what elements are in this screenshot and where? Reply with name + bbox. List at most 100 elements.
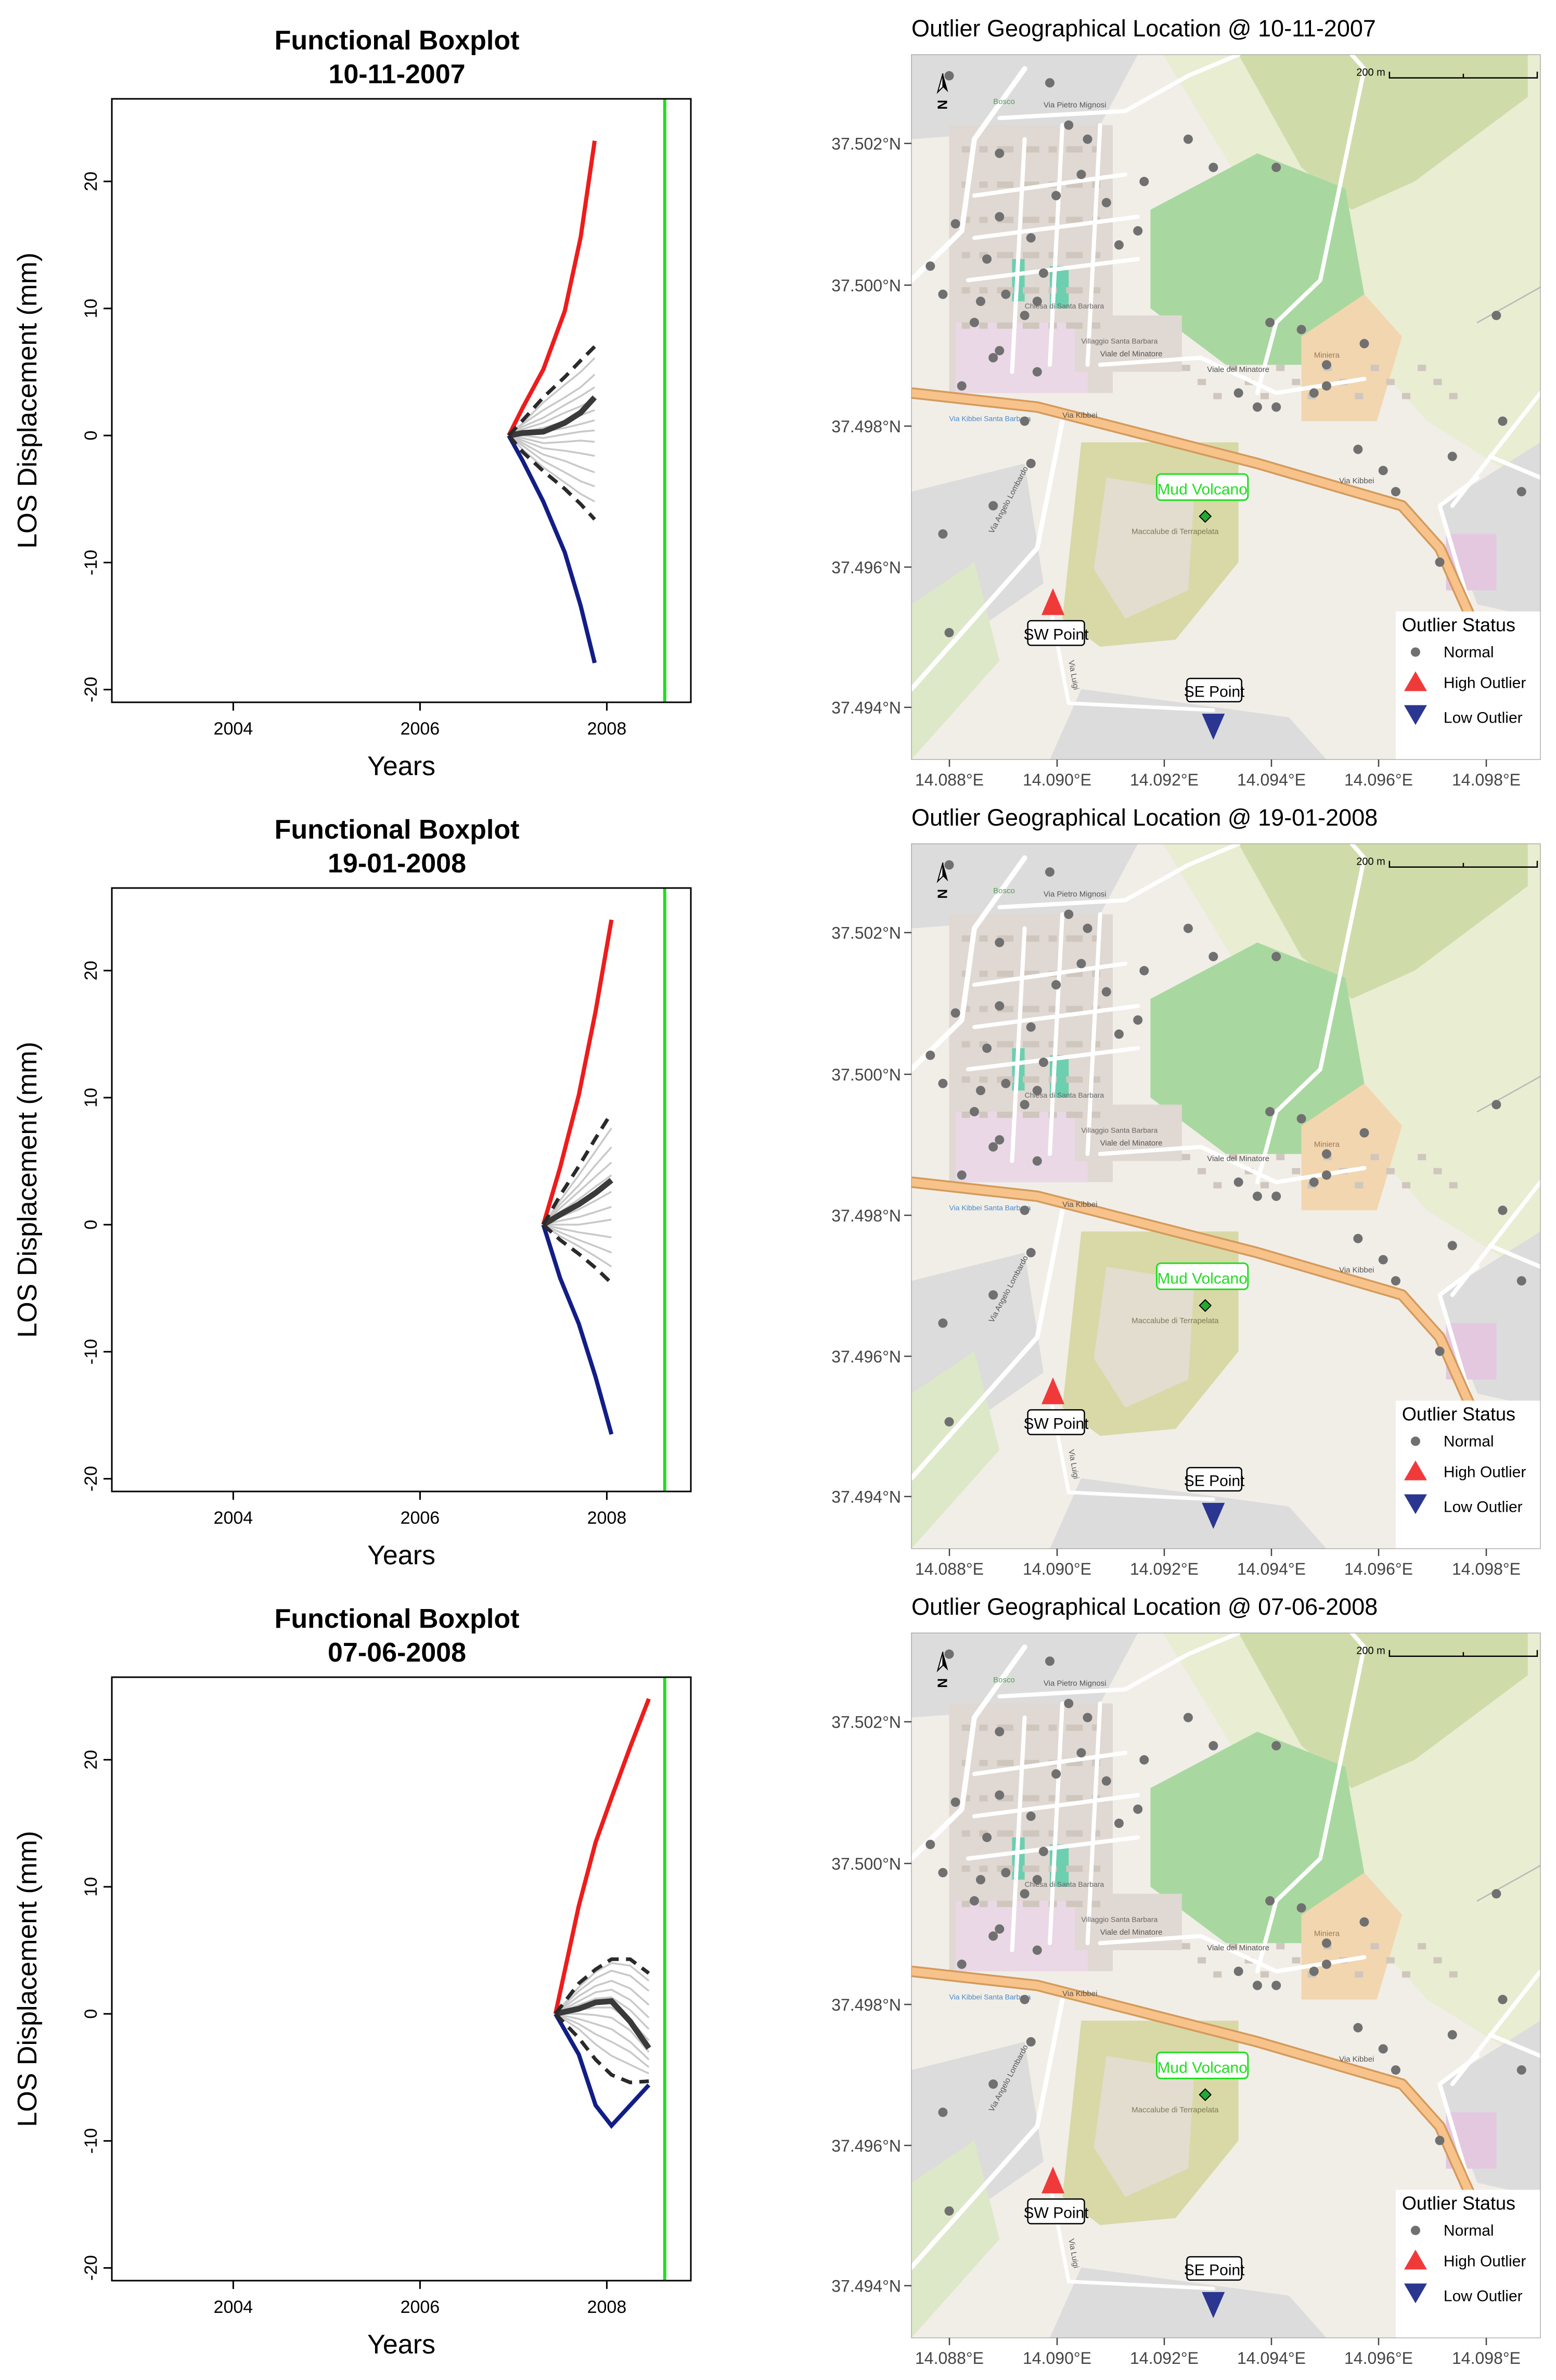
north-arrow-icon <box>936 862 944 883</box>
urban-area <box>911 1633 1138 1718</box>
building <box>1386 379 1395 385</box>
building <box>1292 1168 1301 1175</box>
building <box>1005 935 1014 942</box>
y-tick-label: 20 <box>81 961 101 981</box>
lon-tick-label: 14.094°E <box>1237 770 1306 789</box>
road-label: Viale del Minatore <box>1100 1139 1163 1148</box>
normal-point-marker <box>1001 289 1011 299</box>
normal-curve <box>508 397 595 436</box>
building <box>979 146 988 153</box>
building <box>1048 146 1057 153</box>
lon-tick-label: 14.090°E <box>1023 2349 1091 2368</box>
road-label: Viale del Minatore <box>1207 365 1269 374</box>
place-label: Villaggio Santa Barbara <box>1081 337 1158 345</box>
building <box>1181 1943 1190 1950</box>
x-tick-label: 2004 <box>214 1508 253 1528</box>
building <box>1048 935 1057 942</box>
building <box>1091 1111 1100 1118</box>
map-area: Via Kibbei Via Kibbei Viale del Minatore Vi… <box>911 844 1540 1549</box>
building <box>1433 1168 1442 1175</box>
plot-frame <box>111 98 692 703</box>
normal-point-marker <box>1032 297 1042 306</box>
normal-point-marker <box>1064 909 1074 919</box>
grass-area <box>911 2140 1000 2338</box>
place-label: Maccalube di Terrapelata <box>1131 527 1219 536</box>
building <box>1066 1725 1075 1731</box>
normal-point-marker <box>925 1839 935 1849</box>
map-title-date: 19-01-2008 <box>1258 804 1378 831</box>
building <box>1074 1111 1083 1118</box>
y-tick-label: -10 <box>81 2128 101 2154</box>
normal-point-marker <box>1133 1804 1143 1814</box>
lon-tick-label: 14.094°E <box>1237 2349 1306 2368</box>
normal-curve <box>555 2013 650 2068</box>
building <box>1005 970 1014 977</box>
normal-point-marker <box>1447 1241 1457 1251</box>
normal-point-marker <box>982 1043 992 1053</box>
park-area <box>1150 942 1365 1154</box>
building <box>1066 1041 1075 1048</box>
building <box>997 1759 1006 1766</box>
building <box>1370 1943 1379 1950</box>
building <box>1418 1943 1426 1950</box>
normal-point-marker <box>1083 134 1092 144</box>
building <box>1031 1076 1039 1083</box>
lat-tick-label: 37.498°N <box>831 417 901 436</box>
legend-normal-icon <box>1410 2225 1420 2235</box>
building <box>1005 181 1014 188</box>
lat-tick-label: 37.498°N <box>831 1996 901 2014</box>
place-label: Bosco <box>993 886 1015 895</box>
normal-point-marker <box>1076 170 1086 179</box>
normal-point-marker <box>995 346 1005 356</box>
normal-point-marker <box>1391 2065 1400 2075</box>
normal-curve <box>555 2013 650 2053</box>
y-tick-label: 20 <box>81 172 101 191</box>
building <box>1066 1076 1075 1083</box>
urban-area <box>911 844 1138 929</box>
building <box>1022 1111 1031 1118</box>
building <box>1074 1725 1083 1731</box>
lon-tick-label: 14.098°E <box>1452 770 1521 789</box>
road <box>997 844 1241 909</box>
building <box>1031 1725 1039 1731</box>
road <box>911 1644 1027 1861</box>
road <box>1255 844 1367 1185</box>
lon-tick-label: 14.090°E <box>1023 770 1091 789</box>
north-arrow-icon <box>943 1652 948 1671</box>
normal-point-marker <box>988 353 998 363</box>
normal-point-marker <box>1038 1058 1048 1067</box>
normal-point-marker <box>988 1931 998 1941</box>
normal-point-marker <box>975 297 985 306</box>
building <box>1386 1957 1395 1964</box>
road-label: Viale del Minatore <box>1100 1928 1163 1937</box>
building <box>1213 1971 1222 1978</box>
normal-point-marker <box>995 212 1005 222</box>
normal-curve <box>543 1162 612 1226</box>
se-point-label-box <box>1186 677 1242 703</box>
building <box>1229 365 1238 371</box>
building <box>961 1900 970 1907</box>
lat-tick-label: 37.498°N <box>831 1206 901 1225</box>
normal-point-marker <box>969 317 979 327</box>
y-tick-label: 10 <box>81 1088 101 1108</box>
building <box>1005 146 1014 153</box>
building <box>997 1111 1006 1118</box>
normal-point-marker <box>957 1959 967 1969</box>
normal-curve <box>555 1962 650 2015</box>
building <box>1386 1168 1395 1175</box>
lat-tick-label: 37.502°N <box>831 135 901 153</box>
mud-volcano-label: Mud Volcano <box>1157 481 1247 498</box>
se-point-label-box <box>1186 2256 1242 2281</box>
building <box>1355 1182 1364 1189</box>
normal-curve <box>508 386 596 436</box>
normal-curve <box>508 434 595 444</box>
road <box>1255 1633 1367 1974</box>
building <box>979 1759 988 1766</box>
road <box>911 1208 1065 1481</box>
normal-point-marker <box>957 381 967 391</box>
normal-point-marker <box>1391 487 1400 497</box>
normal-point-marker <box>938 529 948 539</box>
building <box>979 287 988 294</box>
normal-point-marker <box>1296 1114 1306 1124</box>
